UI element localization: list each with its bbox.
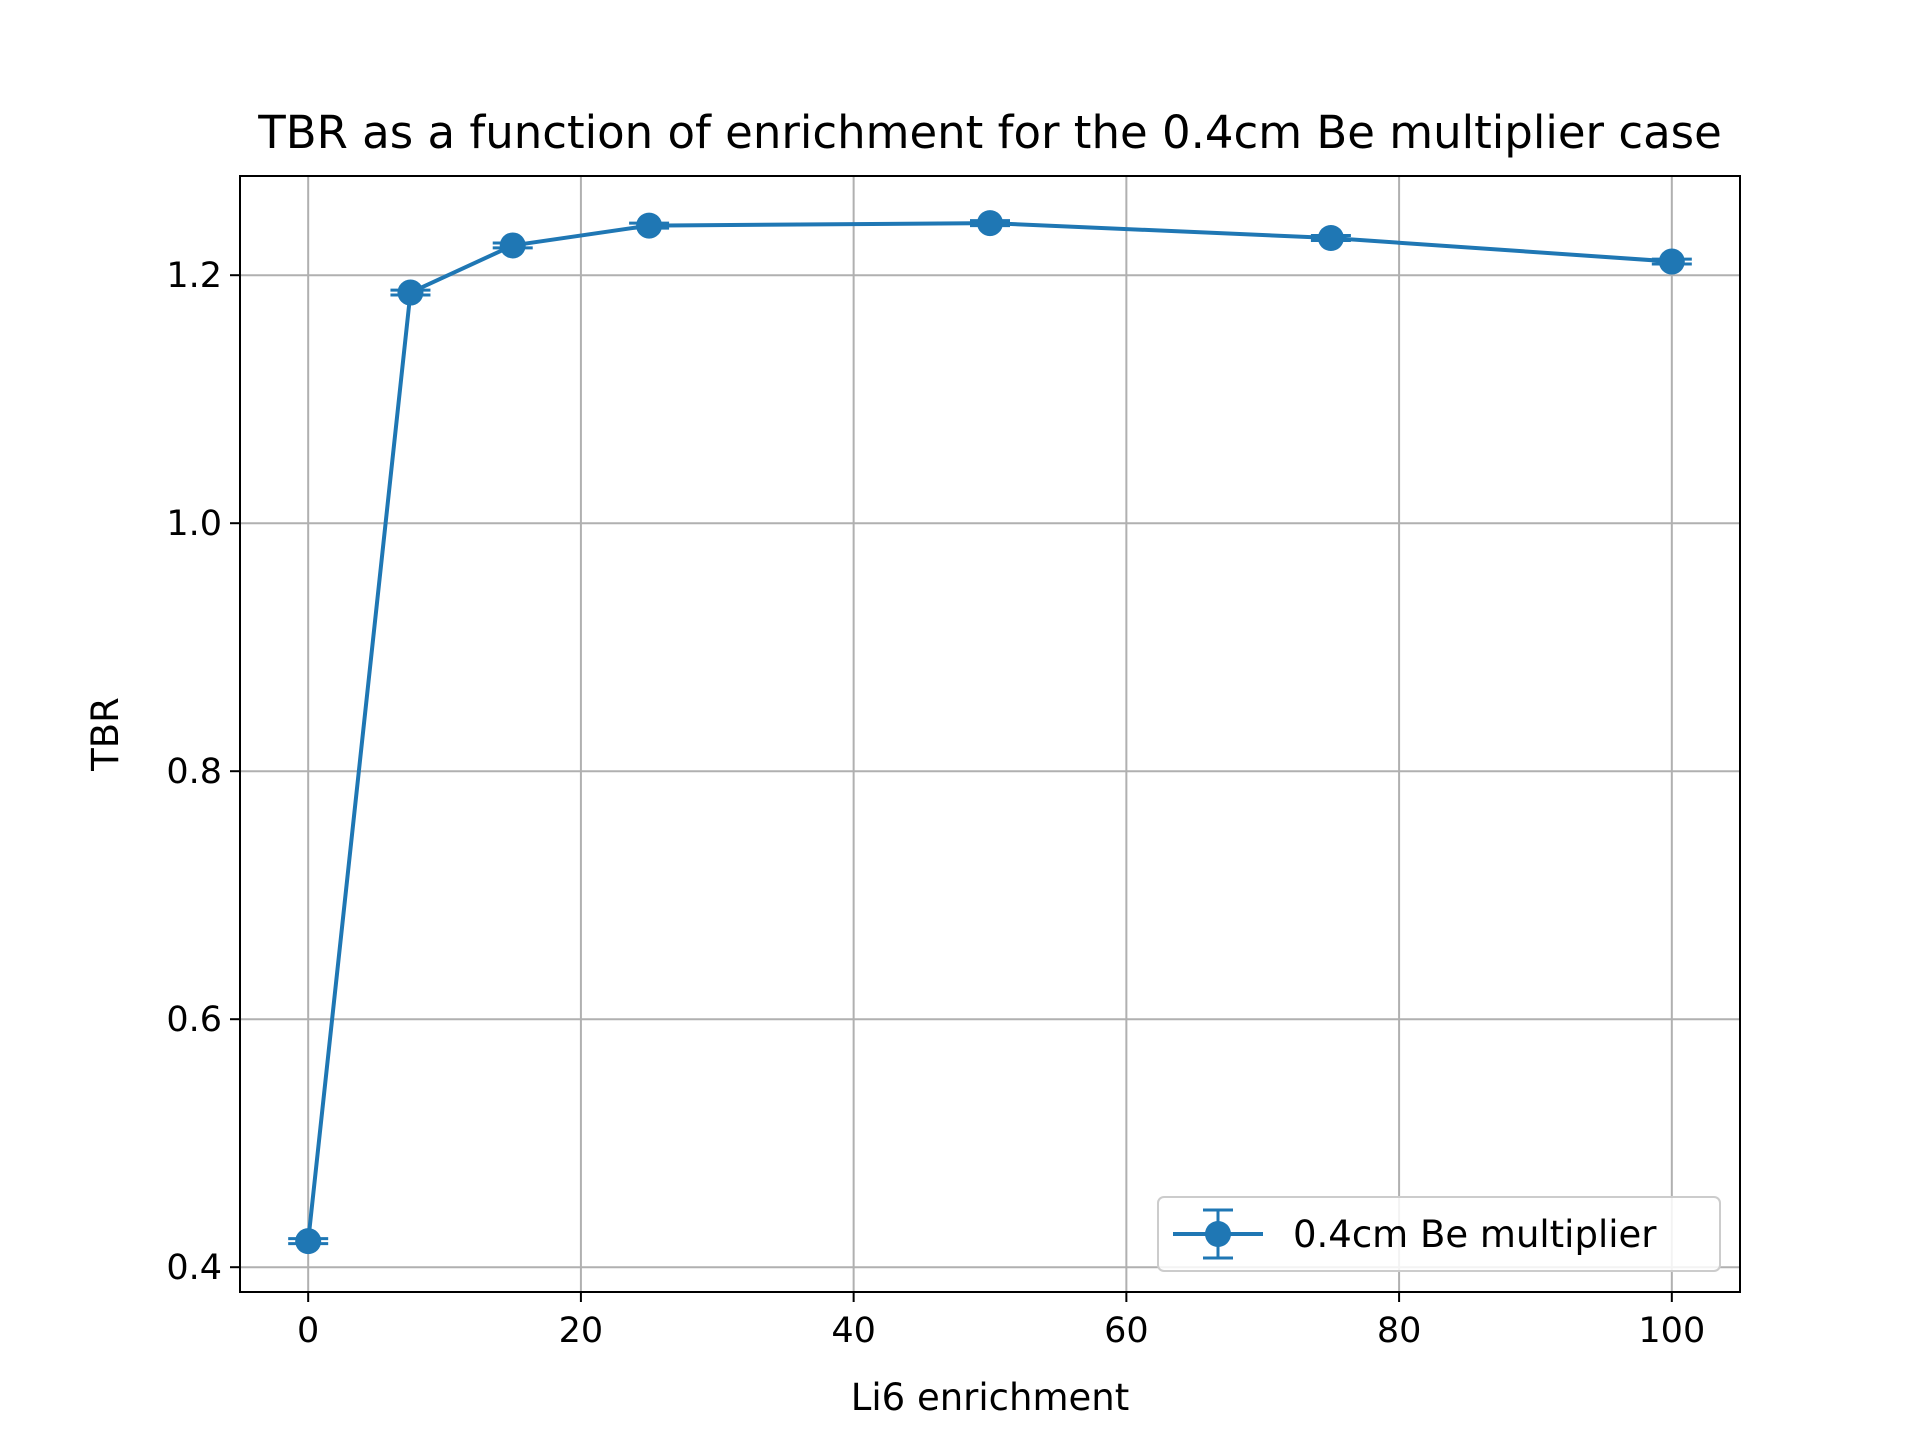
legend: 0.4cm Be multiplier [1157,1196,1721,1272]
plot-frame [239,175,1741,1293]
data-point [636,212,663,239]
data-point [295,1228,322,1255]
data-point [397,279,424,306]
data-point [1658,248,1685,275]
data-point [499,232,526,259]
x-axis: 0 20 40 60 80 100 [297,1292,1705,1351]
data-point [977,210,1003,237]
y-tick-label: 0.8 [166,752,222,792]
y-axis-label: TBR [84,697,127,772]
x-tick-label: 100 [1638,1311,1705,1351]
x-tick-label: 40 [831,1311,876,1351]
legend-box [1157,1196,1721,1272]
y-tick-label: 1.2 [166,256,222,296]
y-tick-label: 1.0 [166,504,222,544]
x-tick-label: 80 [1377,1311,1422,1351]
x-tick-label: 20 [559,1311,604,1351]
legend-label: 0.4cm Be multiplier [1293,1213,1657,1256]
y-tick-label: 0.6 [166,1000,222,1040]
x-axis-label: Li6 enrichment [851,1376,1129,1419]
grid-lines [240,176,1740,1292]
series-layer [288,210,1692,1255]
y-axis: 0.4 0.6 0.8 1.0 1.2 [166,256,240,1288]
data-point [1317,225,1344,251]
y-tick-label: 0.4 [166,1248,222,1288]
chart-title: TBR as a function of enrichment for the … [257,106,1722,159]
legend-marker-sample [1205,1221,1231,1247]
x-tick-label: 0 [297,1311,319,1351]
x-tick-label: 60 [1104,1311,1149,1351]
